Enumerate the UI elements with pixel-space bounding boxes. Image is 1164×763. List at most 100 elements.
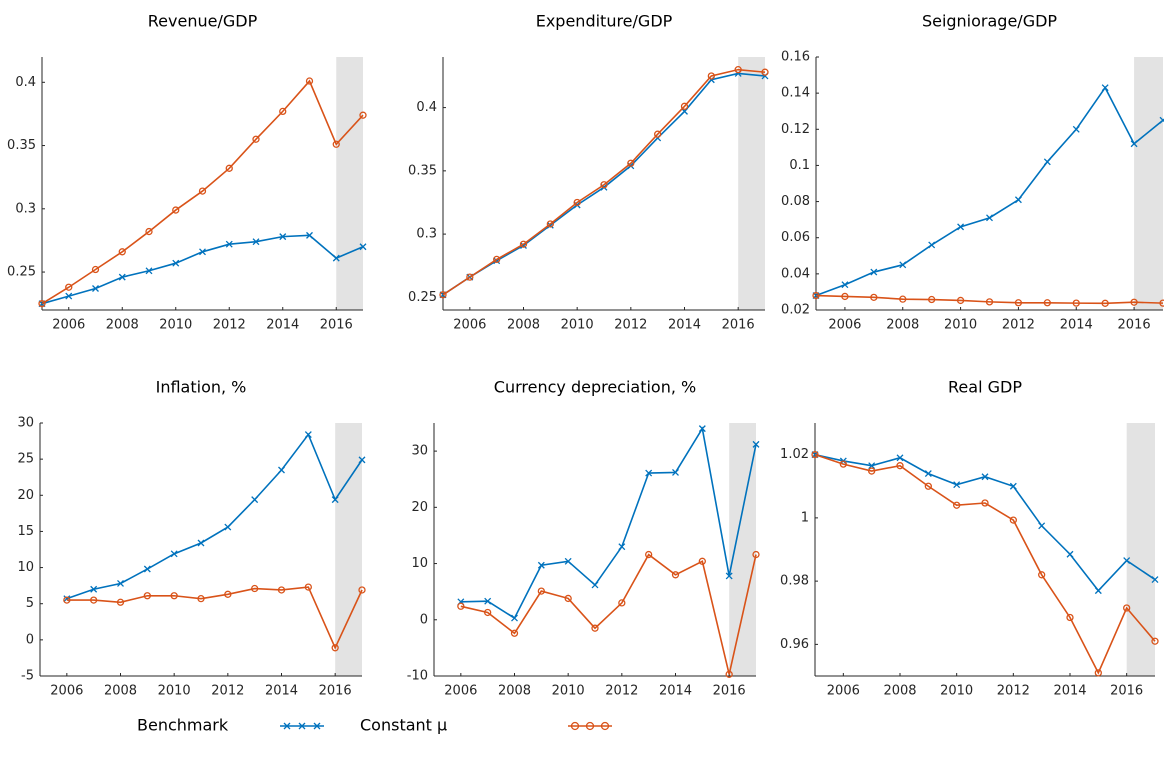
- y-tick-label: 0.4: [416, 100, 437, 115]
- marker: [117, 580, 124, 587]
- marker: [953, 501, 961, 509]
- y-tick-label: 1.02: [780, 447, 809, 462]
- y-tick-label: 0.35: [408, 163, 437, 178]
- marker: [546, 220, 554, 228]
- x-tick-label: 2014: [1053, 684, 1086, 699]
- marker: [981, 499, 989, 507]
- marker: [197, 539, 205, 547]
- marker: [199, 248, 206, 256]
- y-tick-label: 5: [26, 596, 34, 611]
- marker: [591, 581, 599, 589]
- y-tick-label: 15: [17, 524, 34, 539]
- x-tick-label: 2012: [1002, 318, 1035, 333]
- marker: [870, 293, 878, 302]
- x-tick-label: 2010: [552, 684, 585, 699]
- marker: [91, 265, 100, 274]
- marker: [734, 66, 742, 74]
- x-tick-label: 2014: [265, 684, 298, 699]
- marker: [279, 107, 287, 116]
- panel-title: Revenue/GDP: [148, 12, 258, 31]
- marker: [698, 425, 706, 433]
- x-tick-label: 2006: [827, 684, 860, 699]
- marker: [654, 130, 662, 138]
- marker: [198, 187, 207, 195]
- marker: [868, 462, 876, 470]
- x-tick-label: 2010: [159, 318, 192, 333]
- marker: [618, 599, 626, 607]
- marker: [493, 255, 501, 264]
- panel-title: Real GDP: [948, 378, 1022, 397]
- marker: [143, 592, 151, 600]
- y-tick-label: 0.14: [781, 86, 810, 101]
- series-line: [442, 68, 766, 296]
- marker: [332, 140, 340, 148]
- y-tick-label: 0.06: [781, 230, 810, 245]
- y-tick-label: 0.04: [781, 266, 810, 281]
- x-tick-label: 2008: [883, 684, 916, 699]
- legend: Benchmark Constant μ: [137, 716, 612, 735]
- marker: [118, 273, 126, 281]
- marker: [1043, 299, 1051, 307]
- marker: [170, 592, 178, 600]
- marker: [172, 259, 180, 267]
- marker: [251, 584, 259, 593]
- y-tick-label: 0: [420, 612, 428, 627]
- panel-title: Currency depreciation, %: [494, 378, 696, 397]
- panel-title: Inflation, %: [156, 378, 247, 397]
- panel: Inflation, %2006 2008 2010 2012 2014 2016-505…: [17, 378, 366, 699]
- y-tick-label: 0.08: [781, 194, 810, 209]
- marker: [484, 597, 492, 605]
- x-tick-label: 2008: [498, 684, 531, 699]
- marker: [1159, 299, 1164, 307]
- marker: [359, 243, 367, 251]
- marker: [899, 295, 907, 303]
- marker: [277, 586, 286, 594]
- marker: [924, 482, 932, 490]
- marker: [707, 72, 715, 80]
- marker: [90, 585, 98, 593]
- marker: [956, 296, 965, 305]
- marker: [225, 164, 233, 172]
- marker: [671, 571, 680, 579]
- y-tick-label: 0: [26, 632, 34, 647]
- y-tick-label: 20: [17, 488, 34, 503]
- marker: [1038, 571, 1046, 579]
- panel: Currency depreciation, %2006 2008 2010 2012…: [407, 378, 760, 699]
- marker: [359, 111, 367, 119]
- marker: [537, 561, 545, 569]
- x-tick-label: 2016: [319, 684, 352, 699]
- panel: Seigniorage/GDP 2006 2008 2010 2012 2014 2016 0…: [781, 12, 1164, 333]
- x-tick-label: 2006: [828, 318, 861, 333]
- series-line: [66, 586, 363, 650]
- marker: [1009, 516, 1017, 524]
- y-tick-label: 0.3: [416, 227, 437, 242]
- marker: [600, 181, 608, 189]
- y-tick-label: 0.96: [780, 637, 809, 652]
- y-tick-label: 0.16: [781, 50, 810, 65]
- x-tick-label: 2016: [320, 318, 353, 333]
- marker: [1014, 196, 1022, 204]
- y-tick-label: 0.12: [781, 122, 810, 137]
- y-tick-label: 0.4: [15, 75, 36, 90]
- x-tick-label: 2008: [106, 318, 139, 333]
- marker: [145, 267, 153, 275]
- marker: [1043, 158, 1051, 166]
- y-tick-label: 20: [411, 500, 428, 515]
- marker: [1159, 116, 1164, 124]
- marker: [1072, 299, 1080, 307]
- panel: Revenue/GDP 2006 2008 2010 2012 2014 2016 0.25 0…: [7, 12, 367, 333]
- series-line: [815, 294, 1164, 305]
- marker: [1094, 587, 1102, 595]
- panel-title: Expenditure/GDP: [536, 12, 673, 31]
- marker: [839, 460, 847, 468]
- x-tick-label: 2012: [213, 318, 246, 333]
- marker: [279, 233, 287, 241]
- marker: [564, 594, 572, 603]
- marker: [331, 496, 339, 504]
- marker: [725, 670, 733, 678]
- marker: [928, 241, 936, 249]
- marker: [65, 283, 73, 291]
- marker: [924, 470, 932, 478]
- marker: [899, 261, 907, 269]
- marker: [752, 440, 760, 448]
